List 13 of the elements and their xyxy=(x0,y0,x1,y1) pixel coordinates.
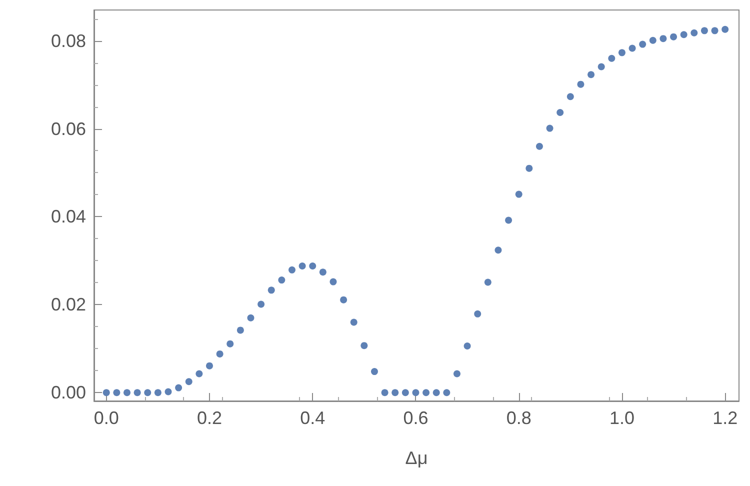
x-axis-title: Δμ xyxy=(405,448,428,468)
x-tick-label: 1.0 xyxy=(609,408,634,428)
y-tick-label: 0.04 xyxy=(50,206,86,227)
y-tick-label: 0.02 xyxy=(50,294,86,315)
x-tick-label: 0.0 xyxy=(94,408,119,428)
y-tick-label: 0.06 xyxy=(50,118,86,139)
x-tick-label: 0.2 xyxy=(196,408,222,428)
y-tick-label: 0.00 xyxy=(50,382,86,403)
x-tick-label: 1.2 xyxy=(712,408,738,428)
y-tick-label: 0.08 xyxy=(50,30,86,51)
x-tick-label: 0.6 xyxy=(403,408,428,428)
x-tick-label: 0.8 xyxy=(506,408,532,428)
x-tick-label: 0.4 xyxy=(300,408,326,428)
